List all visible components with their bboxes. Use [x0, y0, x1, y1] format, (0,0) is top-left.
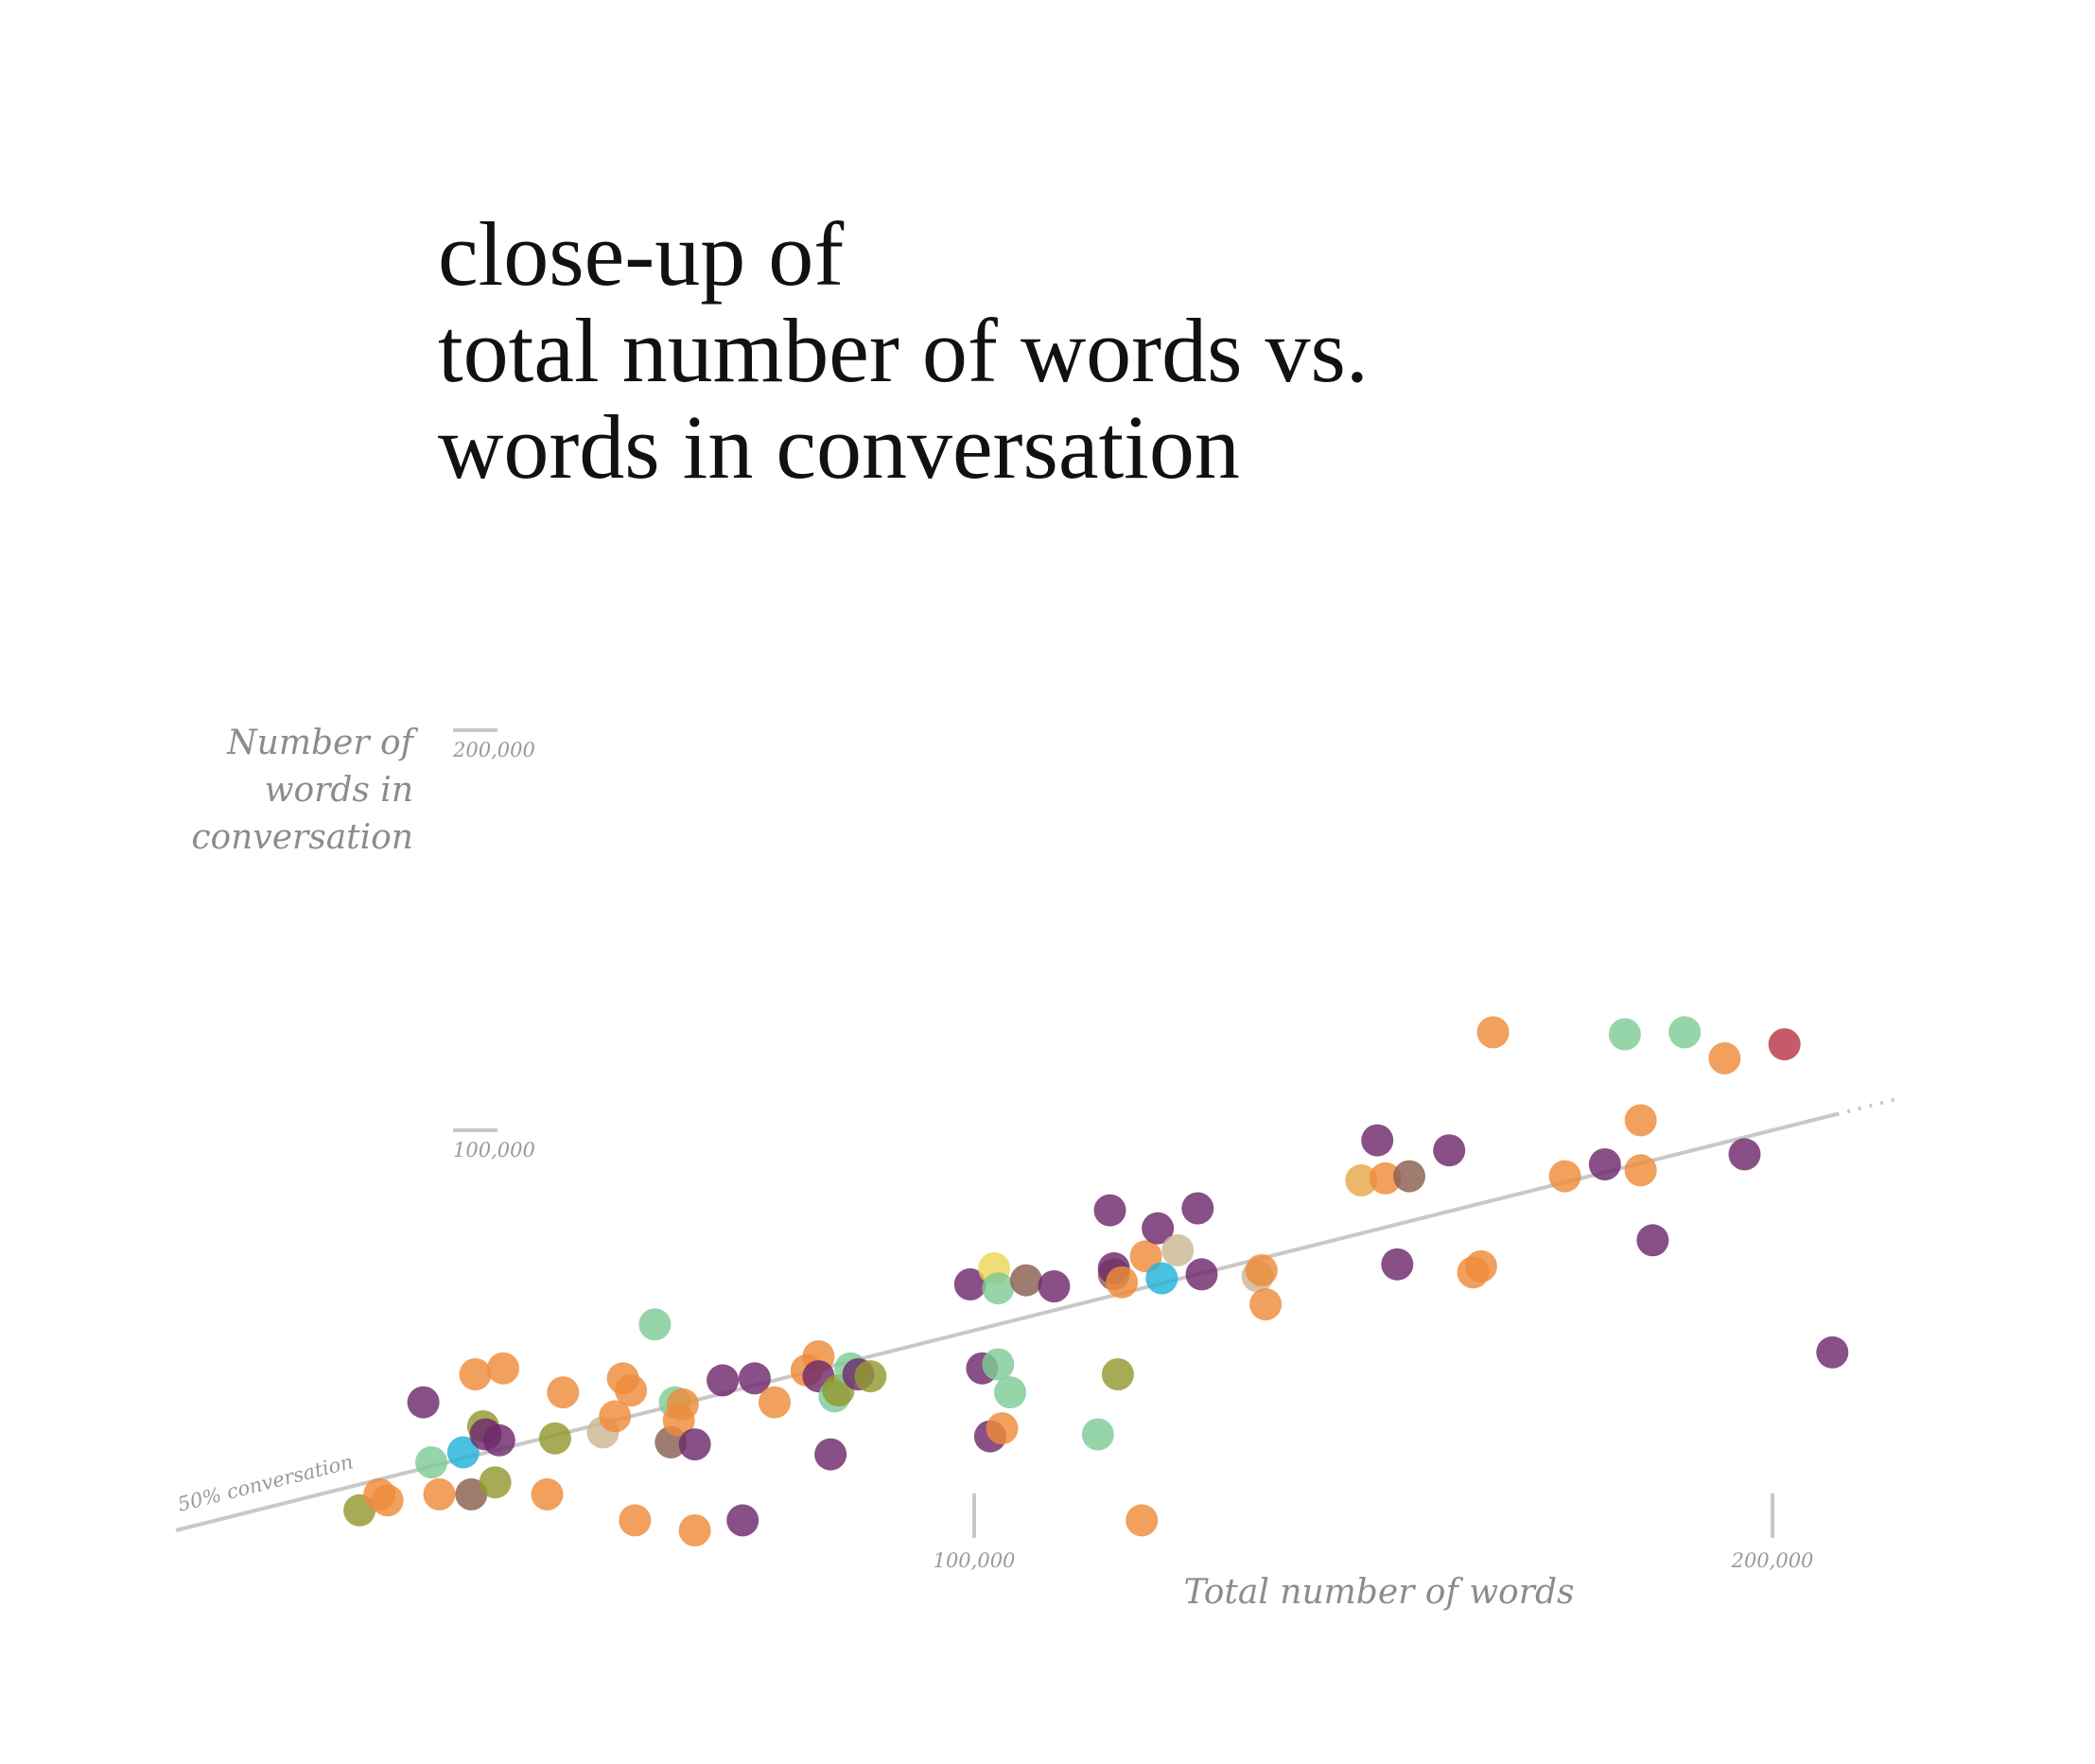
data-point-41	[854, 1360, 887, 1393]
x-tick-label-200000: 200,000	[1731, 1549, 1814, 1572]
data-point-52	[1081, 1418, 1114, 1451]
data-point-51	[1038, 1270, 1071, 1302]
data-point-66	[1245, 1254, 1278, 1286]
chart-title: close-up of total number of words vs. wo…	[438, 206, 1369, 496]
data-point-27	[678, 1514, 711, 1546]
title-line-1: close-up of	[438, 203, 845, 305]
data-point-11	[479, 1466, 512, 1499]
data-point-29	[707, 1364, 740, 1397]
data-point-6	[446, 1436, 480, 1469]
y-axis-title: Number of words in conversation	[191, 724, 418, 857]
data-point-20	[615, 1374, 648, 1406]
data-point-8	[459, 1358, 492, 1390]
data-point-32	[759, 1386, 791, 1419]
y-tick-label-200000: 200,000	[452, 739, 535, 761]
data-point-42	[953, 1267, 986, 1301]
data-point-21	[619, 1504, 652, 1537]
data-point-15	[538, 1422, 571, 1455]
title-line-3: words in conversation	[438, 396, 1240, 498]
x-tick-label-100000: 100,000	[934, 1549, 1016, 1572]
data-point-78	[1588, 1148, 1621, 1180]
data-point-50	[1009, 1264, 1042, 1297]
data-point-63	[1181, 1192, 1214, 1225]
data-point-62	[1161, 1233, 1195, 1266]
data-point-60	[1142, 1212, 1175, 1245]
data-point-69	[1361, 1124, 1394, 1157]
data-point-77	[1548, 1160, 1581, 1193]
data-point-81	[1624, 1104, 1657, 1137]
data-point-80	[1624, 1154, 1657, 1187]
data-point-67	[1249, 1288, 1283, 1320]
data-point-13	[487, 1352, 519, 1385]
data-point-83	[1668, 1016, 1702, 1049]
data-point-87	[1816, 1336, 1849, 1369]
data-point-61	[1145, 1262, 1178, 1295]
data-point-16	[547, 1376, 580, 1409]
data-point-12	[482, 1423, 515, 1457]
data-point-56	[1101, 1358, 1134, 1390]
data-point-58	[1126, 1504, 1159, 1537]
data-point-30	[726, 1504, 759, 1537]
data-point-68	[1345, 1163, 1378, 1196]
data-point-71	[1381, 1248, 1414, 1281]
y-axis-title-line-2: words in	[265, 771, 413, 810]
data-point-84	[1708, 1041, 1741, 1074]
data-point-73	[1433, 1134, 1466, 1167]
data-point-75	[1464, 1249, 1497, 1283]
reference-line-dotted-extension	[1836, 1096, 1901, 1117]
data-point-7	[455, 1477, 488, 1511]
data-point-22	[638, 1308, 672, 1341]
data-point-14	[531, 1477, 564, 1511]
y-axis-title-line-1: Number of	[226, 724, 418, 762]
data-point-3	[407, 1386, 440, 1419]
data-point-2	[371, 1484, 404, 1517]
data-point-85	[1728, 1138, 1761, 1171]
data-point-4	[415, 1446, 448, 1479]
x-axis-ticks: 100,000 200,000	[934, 1493, 1814, 1572]
data-point-86	[1768, 1028, 1801, 1061]
data-point-49	[994, 1376, 1026, 1409]
data-point-48	[986, 1412, 1019, 1445]
data-point-64	[1185, 1258, 1218, 1291]
y-tick-label-100000: 100,000	[453, 1139, 535, 1161]
data-point-70	[1369, 1161, 1402, 1195]
data-point-79	[1608, 1018, 1641, 1051]
data-point-28	[678, 1428, 711, 1461]
data-point-57	[1106, 1266, 1139, 1299]
data-point-82	[1636, 1224, 1669, 1257]
data-point-18	[599, 1400, 632, 1433]
y-axis-title-line-3: conversation	[191, 818, 413, 857]
data-point-53	[1093, 1194, 1126, 1227]
data-point-46	[982, 1272, 1015, 1305]
y-axis-ticks: 100,000 200,000	[452, 728, 535, 1161]
data-point-5	[423, 1477, 456, 1511]
data-point-26	[666, 1388, 699, 1421]
data-point-72	[1393, 1160, 1425, 1193]
data-point-31	[738, 1362, 771, 1395]
data-points	[343, 1016, 1849, 1546]
data-point-36	[814, 1438, 847, 1471]
title-line-2: total number of words vs.	[438, 300, 1369, 401]
data-point-76	[1476, 1016, 1510, 1049]
data-point-47	[982, 1348, 1015, 1381]
x-axis-title: Total number of words	[1184, 1573, 1575, 1612]
